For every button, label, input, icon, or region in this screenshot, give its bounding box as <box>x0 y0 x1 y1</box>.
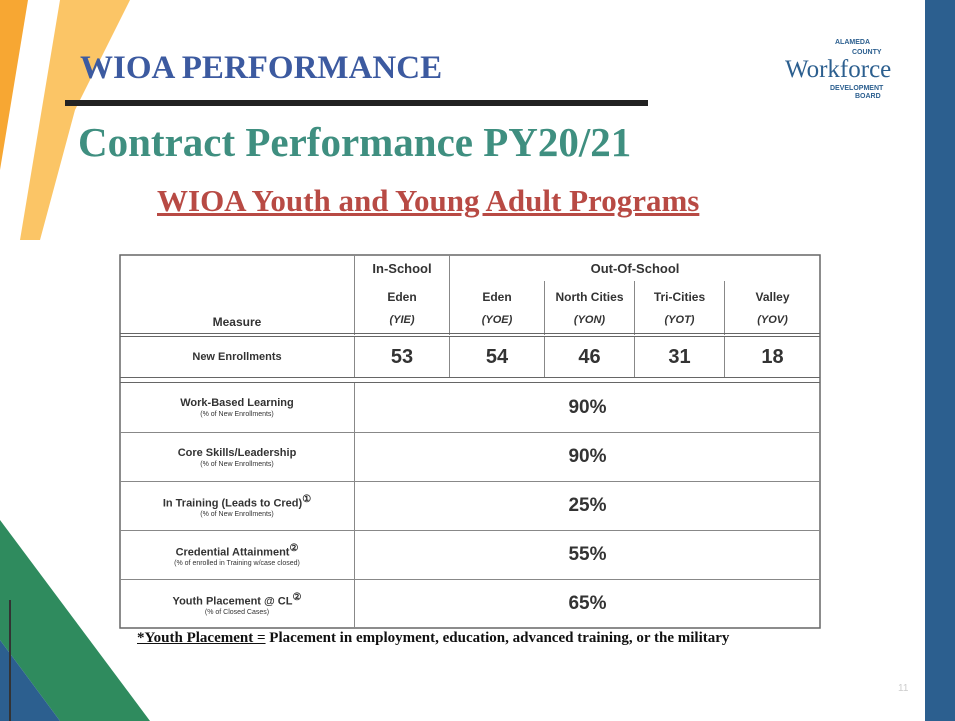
logo-text: COUNTY <box>852 49 882 56</box>
label-line: Core Skills/Leadership <box>178 447 297 459</box>
row-value: 25% <box>355 481 820 530</box>
column-header: Eden (YIE) <box>355 281 450 335</box>
label-note: (% of New Enrollments) <box>200 411 274 418</box>
column-code: (YON) <box>573 314 606 326</box>
row-label: Credential Attainment② (% of enrolled in … <box>120 530 355 579</box>
row-value: 90% <box>355 383 820 432</box>
footnote: *Youth Placement = Placement in employme… <box>137 630 729 647</box>
label-note: (% of enrolled in Training w/case closed… <box>174 560 300 568</box>
footnote-term: *Youth Placement = <box>137 630 266 646</box>
enrollment-value: 18 <box>725 337 820 377</box>
label-text: Credential Attainment <box>175 546 290 559</box>
value-text: 90% <box>568 396 607 418</box>
group-header: Out-Of-School <box>450 255 820 281</box>
label-line: In Training (Leads to Cred)① <box>163 494 311 510</box>
header-text: Measure <box>212 315 262 329</box>
column-code: (YIE) <box>389 314 415 326</box>
column-header: North Cities (YON) <box>545 281 635 335</box>
column-name: Eden <box>482 290 512 304</box>
column-header: Tri-Cities (YOT) <box>635 281 725 335</box>
label-text: Work-Based Learning <box>180 397 294 409</box>
footnote-text: Placement in employment, education, adva… <box>265 630 730 646</box>
logo-name: Workforce <box>785 56 892 83</box>
logo-text: ALAMEDA <box>835 39 870 46</box>
row-value: 65% <box>355 579 820 628</box>
value-text: 25% <box>568 495 607 516</box>
row-value: 90% <box>355 432 820 481</box>
column-name: North Cities <box>555 290 624 304</box>
label-text: Core Skills/Leadership <box>177 446 297 459</box>
row-value: 55% <box>355 530 820 579</box>
heading: WIOA Youth and Young Adult Programs <box>157 183 700 218</box>
value-text: 18 <box>761 345 784 368</box>
logo-text: DEVELOPMENT <box>830 85 884 92</box>
column-name: Valley <box>755 290 790 304</box>
logo: ALAMEDA COUNTY Workforce DEVELOPMENT BOA… <box>780 25 910 120</box>
column-code: (YOE) <box>481 314 513 326</box>
row-label: Youth Placement @ CL② (% of Closed Cases) <box>120 579 355 628</box>
page-number: 11 <box>898 683 909 694</box>
title: WIOA PERFORMANCE <box>80 50 443 86</box>
group-header: In-School <box>355 255 450 281</box>
value-text: 65% <box>568 593 607 614</box>
value-text: 31 <box>668 345 691 368</box>
column-header: Valley (YOV) <box>725 281 820 335</box>
row-divider <box>120 377 820 383</box>
row-label: In Training (Leads to Cred)① (% of New En… <box>120 481 355 530</box>
label-line: Credential Attainment② <box>176 543 299 559</box>
group-text: In-School <box>372 260 432 276</box>
measure-header: Measure <box>120 255 355 335</box>
column-header: Eden (YOE) <box>450 281 545 335</box>
row-divider <box>120 333 820 337</box>
column-name: Tri-Cities <box>653 290 706 304</box>
label-text: Youth Placement @ CL <box>172 595 293 608</box>
enrollment-value: 53 <box>355 337 450 377</box>
enrollment-value: 31 <box>635 337 725 377</box>
column-name: Eden <box>387 290 417 304</box>
label-text: In Training (Leads to Cred) <box>162 497 303 510</box>
row-label: New Enrollments <box>120 337 355 377</box>
logo-text: BOARD <box>855 93 881 100</box>
value-text: 55% <box>568 544 607 565</box>
label-text: New Enrollments <box>192 351 282 363</box>
label-mark: ② <box>292 591 302 603</box>
label-mark: ② <box>289 542 299 554</box>
subtitle: Contract Performance PY20/21 <box>78 119 632 165</box>
label-note: (% of New Enrollments) <box>200 460 274 468</box>
value-text: 53 <box>390 345 414 368</box>
label-line: Youth Placement @ CL② <box>173 592 302 608</box>
column-code: (YOV) <box>757 314 788 326</box>
value-text: 90% <box>568 446 607 467</box>
label-note: (% of New Enrollments) <box>200 511 274 519</box>
row-label: Core Skills/Leadership (% of New Enrollme… <box>120 432 355 481</box>
enrollment-value: 46 <box>545 337 635 377</box>
value-text: 46 <box>578 345 601 368</box>
label-line: Work-Based Learning <box>180 397 294 409</box>
row-label: Work-Based Learning (% of New Enrollments… <box>120 383 355 432</box>
label-mark: ① <box>302 493 312 505</box>
enrollment-value: 54 <box>450 337 545 377</box>
value-text: 54 <box>485 345 509 368</box>
label-note: (% of Closed Cases) <box>204 609 270 617</box>
group-text: Out-Of-School <box>590 260 680 276</box>
column-code: (YOT) <box>664 314 695 326</box>
